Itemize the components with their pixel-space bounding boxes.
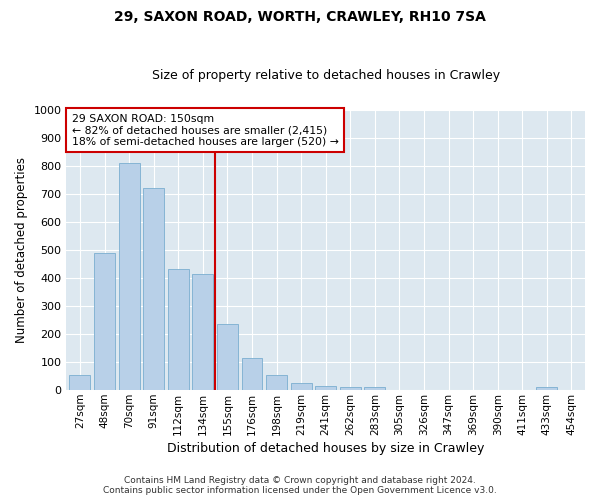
Y-axis label: Number of detached properties: Number of detached properties xyxy=(15,157,28,343)
Bar xyxy=(193,274,213,390)
Bar xyxy=(119,163,140,390)
Bar xyxy=(364,386,385,390)
X-axis label: Distribution of detached houses by size in Crawley: Distribution of detached houses by size … xyxy=(167,442,484,455)
Text: Contains HM Land Registry data © Crown copyright and database right 2024.
Contai: Contains HM Land Registry data © Crown c… xyxy=(103,476,497,495)
Bar xyxy=(340,386,361,390)
Text: 29 SAXON ROAD: 150sqm
← 82% of detached houses are smaller (2,415)
18% of semi-d: 29 SAXON ROAD: 150sqm ← 82% of detached … xyxy=(71,114,338,147)
Bar xyxy=(315,386,336,390)
Bar xyxy=(217,324,238,390)
Bar xyxy=(536,386,557,390)
Bar xyxy=(242,358,262,390)
Bar xyxy=(290,383,311,390)
Bar xyxy=(143,188,164,390)
Bar xyxy=(70,374,91,390)
Title: Size of property relative to detached houses in Crawley: Size of property relative to detached ho… xyxy=(152,69,500,82)
Bar xyxy=(94,252,115,390)
Text: 29, SAXON ROAD, WORTH, CRAWLEY, RH10 7SA: 29, SAXON ROAD, WORTH, CRAWLEY, RH10 7SA xyxy=(114,10,486,24)
Bar xyxy=(168,270,188,390)
Bar xyxy=(266,374,287,390)
